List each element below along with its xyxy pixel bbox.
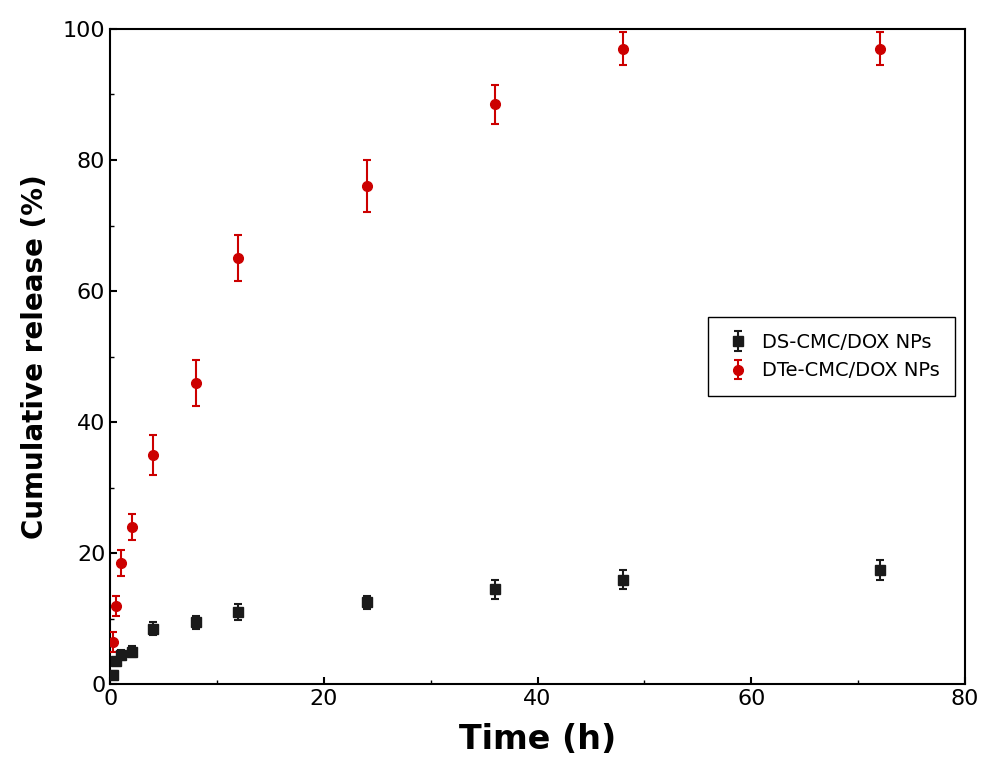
Legend: DS-CMC/DOX NPs, DTe-CMC/DOX NPs: DS-CMC/DOX NPs, DTe-CMC/DOX NPs [708, 317, 955, 396]
X-axis label: Time (h): Time (h) [459, 723, 616, 756]
Y-axis label: Cumulative release (%): Cumulative release (%) [21, 174, 49, 539]
